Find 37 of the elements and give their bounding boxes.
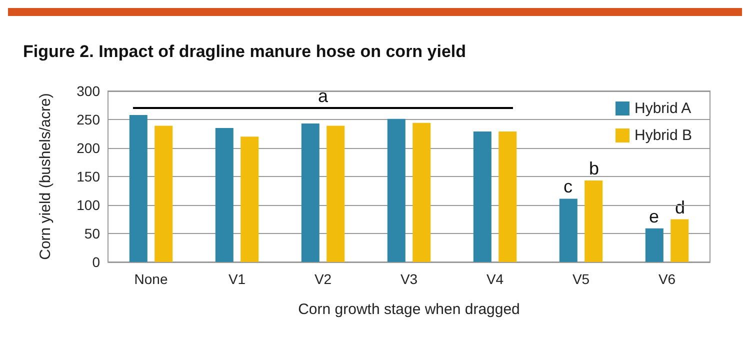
bar: [645, 228, 664, 262]
x-tick-label: V4: [486, 271, 504, 287]
x-tick-label: V6: [658, 271, 676, 287]
chart-title: Figure 2. Impact of dragline manure hose on corn yield: [23, 42, 466, 61]
bar: [154, 126, 173, 262]
annotation: c: [564, 176, 572, 197]
x-tick-label: V1: [228, 271, 246, 287]
x-tick-label: None: [134, 271, 168, 287]
bar: [412, 122, 431, 262]
x-tick-label: V2: [314, 271, 332, 287]
bar: [301, 123, 320, 262]
bar: [215, 128, 234, 262]
y-tick-label: 200: [76, 140, 100, 156]
bar: [326, 126, 345, 262]
legend-label: Hybrid B: [634, 127, 692, 144]
bar: [498, 131, 517, 262]
bar: [584, 180, 603, 262]
annotation: e: [648, 206, 660, 226]
y-axis-title: Corn yield (bushels/acre): [37, 93, 54, 260]
y-tick-label: 150: [76, 168, 100, 184]
bar: [387, 118, 406, 262]
x-tick-label: V3: [400, 271, 418, 287]
legend-label: Hybrid A: [634, 100, 692, 117]
annotation: a: [318, 86, 329, 106]
bar: [129, 114, 148, 262]
y-tick-label: 0: [92, 254, 100, 270]
bar: [559, 198, 578, 262]
y-tick-label: 300: [76, 83, 100, 99]
y-tick-label: 250: [76, 112, 100, 128]
bar: [240, 136, 259, 262]
y-tick-label: 100: [76, 197, 100, 213]
x-tick-label: V5: [572, 271, 590, 287]
bar: [670, 219, 689, 262]
annotation: b: [588, 158, 600, 178]
bar: [473, 131, 492, 262]
y-tick-label: 50: [84, 226, 100, 242]
x-axis-title: Corn growth stage when dragged: [298, 301, 520, 318]
